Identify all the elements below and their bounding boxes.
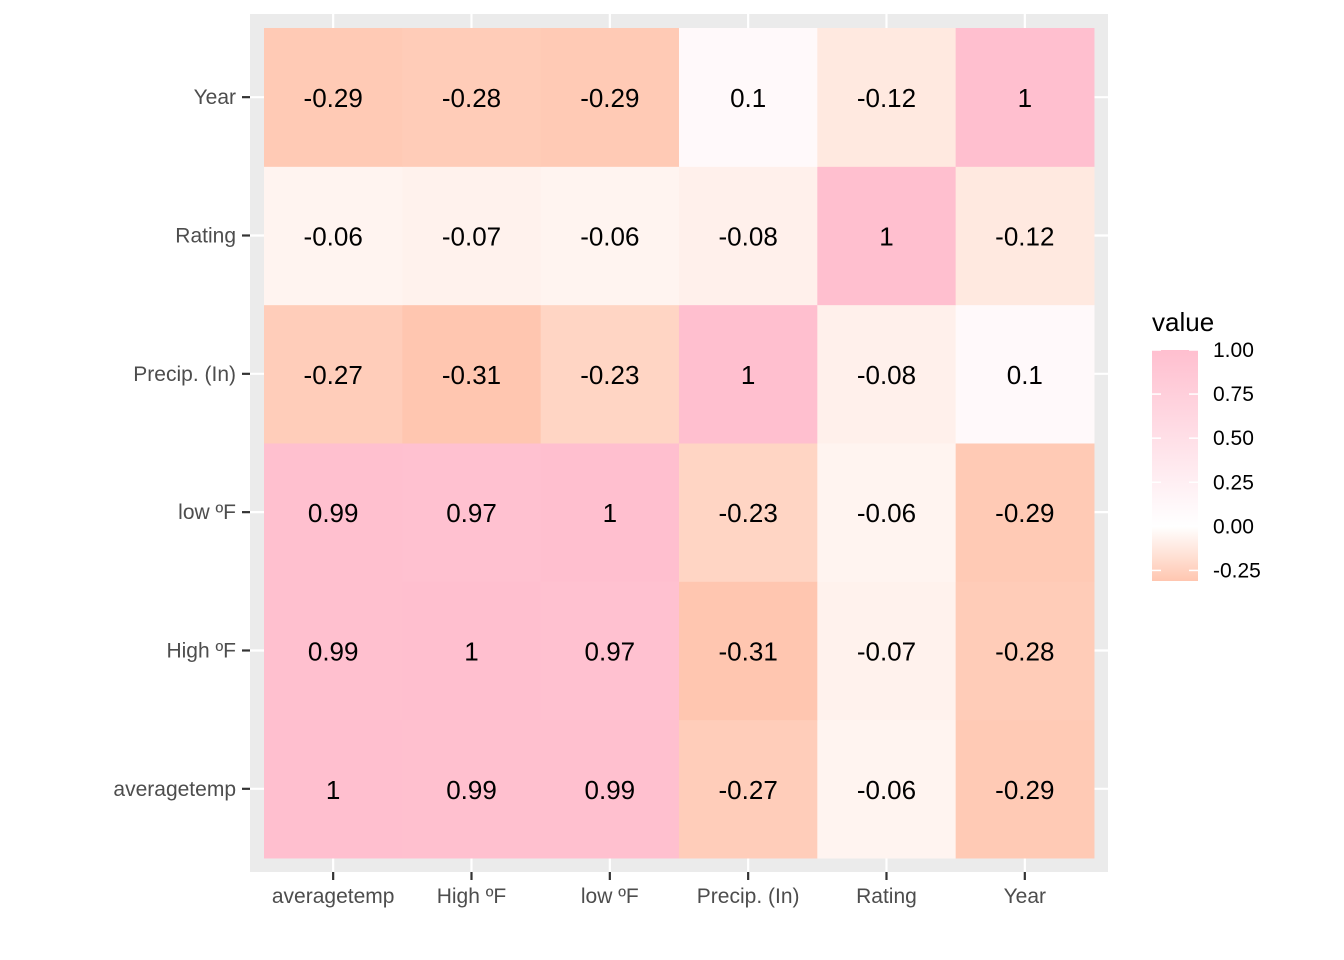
heatmap-tile <box>402 304 542 444</box>
cell-value-label: 0.99 <box>308 498 359 528</box>
heatmap-tile <box>402 581 542 721</box>
heatmap-tile <box>678 166 818 306</box>
cell-value-label: 1 <box>879 221 893 251</box>
cell-value-label: -0.06 <box>304 221 363 251</box>
y-axis-tick-label: High ºF <box>166 639 236 662</box>
x-axis-tick-label: low ºF <box>581 885 639 908</box>
legend-tick-label: 1.00 <box>1213 339 1254 362</box>
legend-tick-label: 0.75 <box>1213 383 1254 406</box>
legend-ticks: 1.00 0.75 0.50 0.25 0.00 -0.25 <box>1152 339 1261 582</box>
heatmap-tile <box>678 442 818 582</box>
cell-value-label: 0.99 <box>308 636 359 666</box>
heatmap-tile <box>678 719 818 859</box>
cell-value-label: -0.07 <box>857 636 916 666</box>
heatmap-tile <box>540 581 680 721</box>
y-axis-tick-label: averagetemp <box>113 778 236 801</box>
cell-value-label: 0.1 <box>730 83 766 113</box>
cell-value-label: 0.97 <box>446 498 497 528</box>
cell-value-label: -0.08 <box>857 360 916 390</box>
y-axis-tick-label: Year <box>194 86 236 109</box>
x-axis-tick-label: averagetemp <box>272 885 395 908</box>
heatmap-tile <box>817 28 957 167</box>
cell-value-label: -0.29 <box>995 498 1054 528</box>
cell-value-label: 1 <box>464 636 478 666</box>
legend-tick-label: 0.00 <box>1213 515 1254 538</box>
cell-value-label: -0.06 <box>857 775 916 805</box>
cell-value-label: -0.29 <box>580 83 639 113</box>
cell-value-label: 1 <box>741 360 755 390</box>
x-axis-tick-label: Rating <box>856 885 917 908</box>
y-axis-tick-label: low ºF <box>178 501 236 524</box>
cell-value-label: -0.31 <box>719 636 778 666</box>
cell-value-label: -0.27 <box>304 360 363 390</box>
heatmap-tile <box>817 442 957 582</box>
heatmap-tile <box>817 304 957 444</box>
y-axis-tick-label: Rating <box>175 224 236 247</box>
cell-value-label: 1 <box>326 775 340 805</box>
cell-value-label: 1 <box>1018 83 1032 113</box>
cell-value-label: -0.12 <box>995 221 1054 251</box>
heatmap-tile <box>264 442 403 582</box>
heatmap-tile <box>540 442 680 582</box>
cell-value-label: 0.99 <box>446 775 497 805</box>
heatmap-tile <box>955 28 1095 167</box>
legend-tick-label: 0.50 <box>1213 427 1254 450</box>
cell-value-label: 1 <box>603 498 617 528</box>
heatmap-tile <box>264 581 403 721</box>
heatmap-tile <box>955 166 1095 306</box>
heatmap-tile <box>678 581 818 721</box>
heatmap-tile <box>955 442 1095 582</box>
heatmap-tile <box>540 719 680 859</box>
heatmap-tile <box>817 719 957 859</box>
heatmap-tile <box>402 166 542 306</box>
x-axis-tick-label: Precip. (In) <box>697 885 800 908</box>
heatmap-tile <box>264 304 403 444</box>
cell-value-label: -0.28 <box>442 83 501 113</box>
heatmap-tile <box>540 28 680 167</box>
cell-value-label: -0.31 <box>442 360 501 390</box>
legend-colorbar <box>1152 350 1198 581</box>
legend-title: value <box>1152 307 1214 337</box>
cell-value-label: -0.23 <box>580 360 639 390</box>
cell-value-label: -0.06 <box>857 498 916 528</box>
cell-value-label: -0.27 <box>719 775 778 805</box>
legend: value 1.00 0.75 0.50 0.25 0.00 -0.25 <box>1152 307 1261 582</box>
cell-value-label: 0.97 <box>585 636 636 666</box>
cell-value-label: -0.23 <box>719 498 778 528</box>
cell-value-label: -0.08 <box>719 221 778 251</box>
x-axis-tick-label: High ºF <box>437 885 507 908</box>
cell-value-label: -0.12 <box>857 83 916 113</box>
legend-tick-label: -0.25 <box>1213 559 1261 582</box>
y-axis: averagetemp High ºF low ºF Precip. (In) Rati… <box>113 86 250 801</box>
heatmap-tile <box>817 166 957 306</box>
cell-value-label: -0.29 <box>304 83 363 113</box>
heatmap-tile <box>264 28 403 167</box>
heatmap-tile <box>678 28 818 167</box>
heatmap-tile <box>540 304 680 444</box>
cell-value-label: -0.06 <box>580 221 639 251</box>
y-axis-tick-label: Precip. (In) <box>133 363 236 386</box>
cell-labels: 1 0.99 0.99 -0.27 -0.06 -0.29 0.99 1 0.97 -0.31 -0… <box>304 83 1055 805</box>
legend-tick-label: 0.25 <box>1213 471 1254 494</box>
heatmap-tile <box>678 304 818 444</box>
heatmap-tile <box>955 581 1095 721</box>
heatmap-tile <box>402 28 542 167</box>
x-axis: averagetemp High ºF low ºF Precip. (In) Rati… <box>272 872 1046 908</box>
heatmap-tile <box>264 166 403 306</box>
heatmap-tile <box>817 581 957 721</box>
cell-value-label: -0.29 <box>995 775 1054 805</box>
heatmap-tile <box>955 304 1095 444</box>
heatmap-tile <box>402 719 542 859</box>
cell-value-label: 0.1 <box>1007 360 1043 390</box>
heatmap-tile <box>264 719 403 859</box>
heatmap-tile <box>402 442 542 582</box>
cell-value-label: -0.07 <box>442 221 501 251</box>
cell-value-label: 0.99 <box>585 775 636 805</box>
heatmap-tile <box>955 719 1095 859</box>
x-axis-tick-label: Year <box>1004 885 1046 908</box>
heatmap-tiles <box>264 28 1095 859</box>
heatmap-tile <box>540 166 680 306</box>
cell-value-label: -0.28 <box>995 636 1054 666</box>
